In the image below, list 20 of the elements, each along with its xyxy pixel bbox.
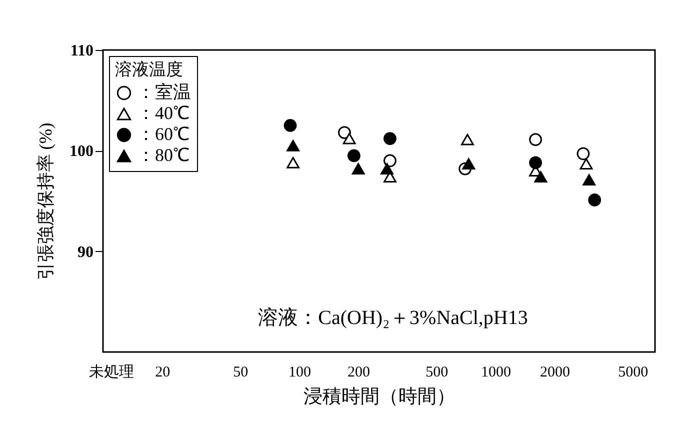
annotation: 溶液：Ca(OH)₂＋3%NaCl,pH13 — [258, 307, 528, 329]
legend-label: ：80℃ — [137, 145, 190, 165]
x-tick-label: 1000 — [480, 364, 511, 380]
legend-title: 溶液温度 — [115, 60, 183, 79]
y-axis-title: 引張強度保持率 (%) — [36, 122, 56, 280]
x-tick-label: 50 — [233, 364, 248, 380]
legend-label: ：40℃ — [137, 103, 190, 123]
x-tick-label: 500 — [426, 364, 448, 380]
x-tick-label: 100 — [288, 364, 311, 380]
y-tick-label: 90 — [78, 244, 94, 261]
y-tick-label: 100 — [70, 143, 94, 160]
x-tick-label: 未処理 — [89, 364, 134, 380]
y-tick-label: 110 — [70, 42, 94, 60]
x-axis-title: 浸積時間（時間） — [304, 386, 456, 408]
x-tick-label: 5000 — [618, 364, 648, 380]
legend-label: ：室温 — [137, 82, 191, 102]
legend-label: ：60℃ — [137, 124, 190, 144]
x-tick-label: 20 — [155, 364, 170, 380]
x-tick-label: 2000 — [540, 364, 570, 380]
x-tick-label: 200 — [348, 364, 370, 380]
